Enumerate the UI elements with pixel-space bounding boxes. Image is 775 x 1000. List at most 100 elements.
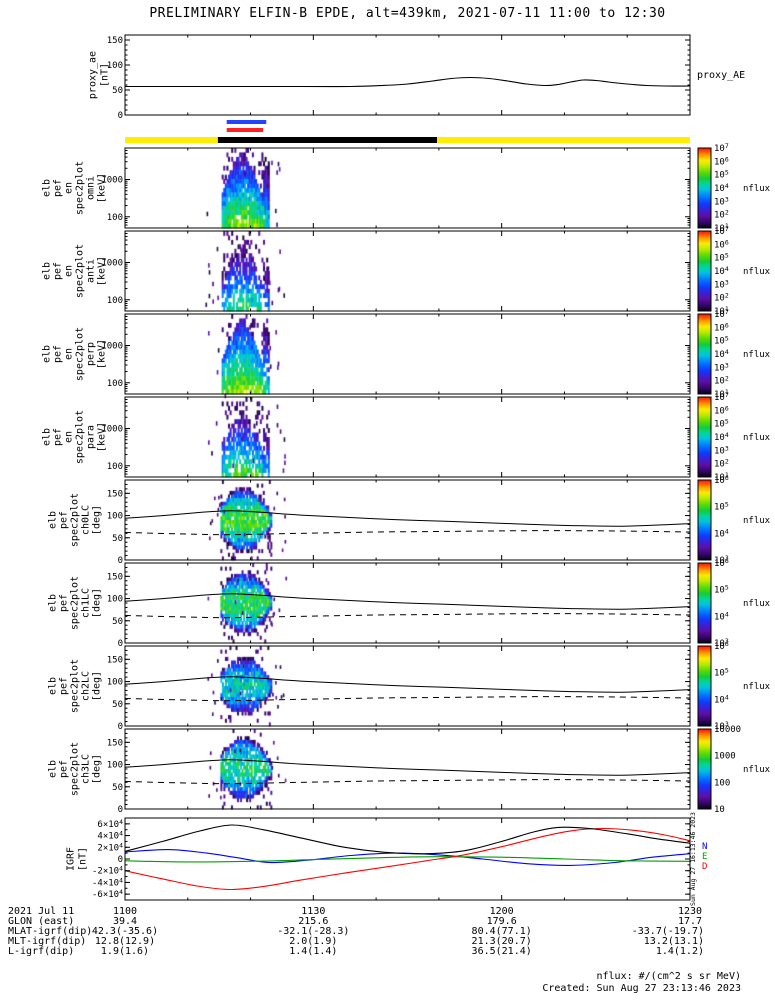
panel-ylabel-line: en [64, 348, 75, 360]
losscone-line [124, 593, 691, 610]
panel-ylabel-line: [nT] [100, 63, 111, 87]
colorbar-tick-label: 104 [714, 431, 729, 443]
y-tick-label: 0 [118, 722, 123, 732]
colorbar-tick-label: 101 [714, 305, 729, 317]
colorbar-tick-label: 102 [714, 292, 729, 304]
panel-ylabel-line: [keV] [97, 256, 108, 286]
y-tick-label: 1000 [101, 176, 123, 186]
created-timestamp: Created: Sun Aug 27 23:13:46 2023 [542, 983, 741, 994]
panel-ylabel-line: IGRF [66, 847, 77, 871]
y-tick-label: 1000 [101, 259, 123, 269]
bottom-row-value: -32.1(-28.3) [277, 926, 349, 937]
colorbar-tick-label: 102 [714, 458, 729, 470]
colorbar-title: nflux [743, 267, 771, 277]
panel-ylabel-line: spec2plot [75, 244, 86, 298]
colorbar-tick-label: 100 [714, 778, 730, 788]
colorbar-tick-label: 107 [714, 142, 729, 154]
panel-box [124, 34, 691, 116]
y-tick-label: 0 [118, 805, 123, 815]
colorbar-tick-label: 106 [714, 155, 729, 167]
bottom-row-label: GLON (east) [8, 916, 74, 927]
colorbar-tick-label: 104 [714, 182, 729, 194]
y-tick-label: 100 [107, 595, 123, 605]
colorbar-tick-label: 105 [714, 584, 729, 596]
bottom-row-value: 1200 [490, 906, 514, 917]
panel-ylabel-line: pef [59, 760, 70, 778]
colorbar-title: nflux [743, 765, 771, 775]
panel-ylabel-line: elb [42, 179, 53, 197]
panel-ylabel-line: [deg] [92, 505, 103, 535]
colorbar-title: nflux [743, 516, 771, 526]
panel-ylabel-line: para [86, 425, 97, 449]
panel-ylabel-line: spec2plot [70, 742, 81, 796]
version-timestamp: Sun Aug 27 16:13:46 2023 [689, 812, 697, 906]
panel-ch0LC: 106 105 104 103 nflux 0 50 100 150 elb pef spec2plo… [48, 474, 771, 566]
panel-ylabel-line: [deg] [92, 671, 103, 701]
colorbar-tick-label: 101 [714, 222, 729, 234]
bottom-row-label: L-igrf(dip) [8, 946, 74, 957]
losscone-line [124, 676, 691, 693]
panel-ylabel-line: elb [42, 262, 53, 280]
panel-ylabel-line: [keV] [97, 339, 108, 369]
panel-ylabel-line: spec2plot [75, 327, 86, 381]
colorbar-tick-label: 105 [714, 335, 729, 347]
panel-ylabel-line: elb [48, 511, 59, 529]
panel-ylabel-line: [keV] [97, 422, 108, 452]
colorbar-tick-label: 107 [714, 225, 729, 237]
colorbar-tick-label: 106 [714, 640, 729, 652]
colorbar-tick-label: 106 [714, 321, 729, 333]
y-tick-label: 4×104 [97, 830, 123, 842]
science-zone-bar-red [226, 128, 264, 132]
bottom-row-value: 1.9(1.6) [101, 946, 149, 957]
colorbar-tick-label: 104 [714, 610, 729, 622]
y-tick-label: -4×104 [92, 876, 123, 888]
colorbar-frame [697, 313, 712, 395]
y-tick-label: 150 [107, 738, 123, 748]
series-E [124, 856, 691, 863]
colorbar-tick-label: 107 [714, 391, 729, 403]
y-tick-label: 0 [118, 855, 123, 865]
panel-ylabel-line: [nT] [78, 847, 89, 871]
bottom-row-value: 1.4(1.2) [656, 946, 704, 957]
y-tick-label: 150 [107, 572, 123, 582]
y-tick-label: 50 [112, 534, 123, 544]
panel-proxy_ae: 0 50 100 150 proxy_ae [nT] proxy_AE [88, 34, 745, 121]
colorbar-tick-label: 106 [714, 557, 729, 569]
y-tick-label: 100 [107, 296, 123, 306]
colorbar-tick-label: 106 [714, 238, 729, 250]
panel-ylabel-line: pef [53, 262, 64, 280]
bottom-row-label: 2021 Jul 11 [8, 906, 74, 917]
panel-ylabel-line: perp [86, 342, 97, 366]
science-zone-bar-blue [226, 120, 267, 124]
panel-ylabel-line: ch3LC [81, 754, 92, 784]
bottom-row-value: 42.3(-35.6) [92, 926, 158, 937]
panel-ylabel-line: en [64, 265, 75, 277]
colorbar-title: nflux [743, 184, 771, 194]
colorbar-tick-label: 101 [714, 471, 729, 483]
colorbar-tick-label: 105 [714, 418, 729, 430]
colorbar-title: nflux [743, 350, 771, 360]
panel-ylabel-line: elb [48, 760, 59, 778]
colorbar-title: nflux [743, 433, 771, 443]
colorbar-tick-label: 104 [714, 348, 729, 360]
bottom-row-value: 1130 [301, 906, 325, 917]
panel-ylabel-line: pef [59, 511, 70, 529]
panel-ylabel-line: pef [59, 594, 70, 612]
colorbar-tick-label: 10 [714, 805, 725, 815]
colorbar-frame [697, 562, 712, 644]
y-tick-label: -2×104 [92, 865, 123, 877]
y-tick-label: 0 [118, 639, 123, 649]
panel-ylabel-line: spec2plot [70, 659, 81, 713]
panel-ylabel-line: ch2LC [81, 671, 92, 701]
losscone-line [124, 759, 691, 776]
bottom-row-value: 1100 [113, 906, 137, 917]
availability-bar-black [217, 137, 438, 143]
colorbar-tick-label: 10000 [714, 725, 741, 735]
colorbar-tick-label: 103 [714, 444, 729, 456]
colorbar-tick-label: 102 [714, 375, 729, 387]
y-tick-label: 50 [112, 86, 123, 96]
colorbar-title: nflux [743, 599, 771, 609]
colorbar-tick-label: 104 [714, 265, 729, 277]
